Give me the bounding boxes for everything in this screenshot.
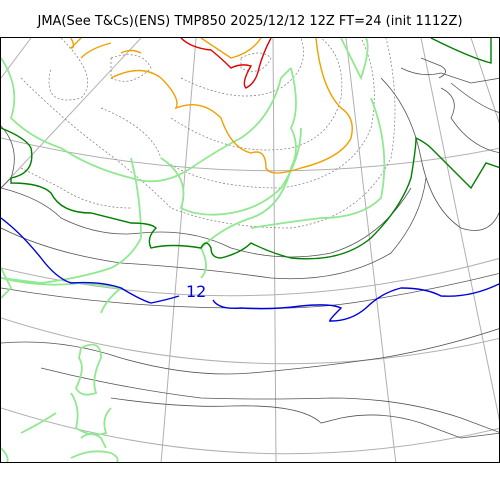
warm-isotherms bbox=[69, 38, 353, 174]
ensemble-isotherm bbox=[1, 267, 13, 299]
coastline bbox=[1, 187, 412, 258]
ensemble-isotherm bbox=[199, 67, 297, 279]
isotherm-orange bbox=[80, 42, 112, 59]
ensemble-isotherm bbox=[160, 127, 302, 216]
ensemble-isotherm bbox=[250, 97, 386, 229]
grid-parallel bbox=[1, 137, 499, 172]
isotherm-orange bbox=[110, 38, 353, 174]
grid-meridian bbox=[420, 38, 499, 421]
map-title: JMA(See T&Cs)(ENS) TMP850 2025/12/12 12Z… bbox=[37, 14, 463, 29]
coastline bbox=[1, 177, 427, 280]
coastline bbox=[1, 328, 499, 375]
spread-contour bbox=[20, 167, 132, 209]
ensemble-isotherm bbox=[20, 412, 57, 434]
isotherm-blue bbox=[212, 283, 499, 322]
ensemble-isotherm bbox=[340, 38, 369, 81]
ensemble-isotherms bbox=[1, 38, 386, 462]
coastline bbox=[1, 125, 15, 189]
coastline bbox=[450, 82, 499, 113]
graticule bbox=[1, 38, 499, 462]
ensemble-isotherm bbox=[1, 277, 124, 314]
coastline bbox=[420, 57, 446, 79]
ensemble-isotherm bbox=[70, 392, 112, 436]
spread-contour bbox=[180, 38, 304, 97]
spread-contour bbox=[100, 38, 375, 189]
isotherm-orange bbox=[200, 38, 262, 59]
ensemble-isotherm bbox=[1, 57, 292, 183]
grid-meridian bbox=[160, 38, 197, 462]
isotherm-12-label: 12 bbox=[186, 282, 206, 301]
isotherm-12 bbox=[1, 217, 499, 322]
grid-meridian bbox=[345, 38, 397, 462]
coastline bbox=[400, 67, 499, 84]
grid-parallel bbox=[1, 317, 499, 365]
coastline bbox=[110, 397, 499, 439]
grid-meridian bbox=[272, 38, 277, 462]
ensemble-isotherm bbox=[1, 447, 9, 462]
map-panel: 12 bbox=[0, 37, 500, 463]
isotherm-orange bbox=[69, 38, 82, 49]
ensemble-isotherm bbox=[74, 343, 102, 396]
isotherm-blue bbox=[1, 217, 180, 304]
isotherm-green bbox=[1, 127, 499, 260]
spread-contours bbox=[20, 38, 396, 229]
isotherm-red bbox=[180, 38, 272, 89]
coastline bbox=[380, 77, 499, 231]
isotherm-green bbox=[430, 38, 492, 64]
coastlines bbox=[1, 57, 499, 439]
spread-contour bbox=[240, 52, 272, 72]
grid-meridian bbox=[470, 38, 499, 124]
ensemble-isotherm bbox=[80, 433, 107, 449]
spread-contour bbox=[20, 38, 396, 229]
hot-isotherms bbox=[180, 38, 272, 89]
spread-contour bbox=[110, 54, 152, 82]
grid-meridian bbox=[1, 38, 32, 79]
isotherm-orange bbox=[120, 49, 142, 54]
ensemble-isotherm bbox=[70, 450, 119, 462]
map-canvas: 12 bbox=[1, 38, 499, 462]
coastline bbox=[40, 367, 499, 433]
spread-contour bbox=[48, 38, 89, 101]
coastline bbox=[440, 87, 499, 153]
ensemble-isotherm bbox=[1, 157, 142, 284]
grid-meridian bbox=[1, 38, 142, 189]
grid-parallel bbox=[1, 407, 499, 455]
spread-contour bbox=[170, 38, 343, 151]
mid-isotherms bbox=[1, 38, 499, 260]
